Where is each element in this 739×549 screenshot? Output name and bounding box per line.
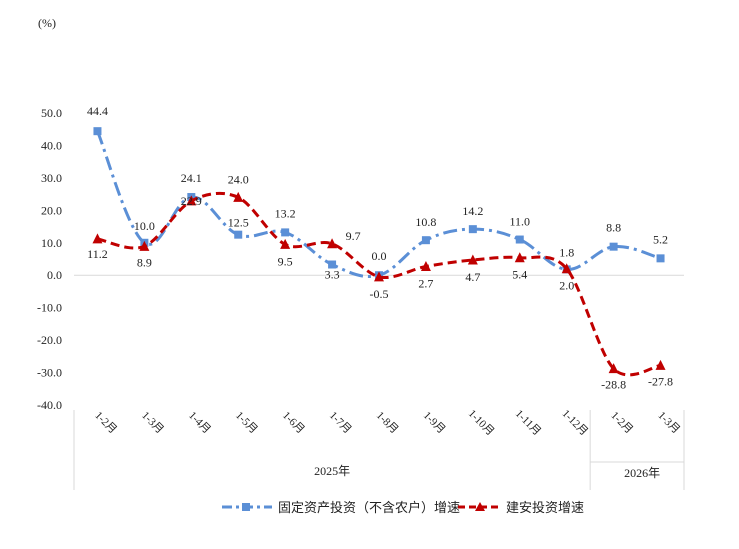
data-label: 4.7 (465, 270, 480, 284)
data-point-marker (420, 260, 431, 271)
data-point-marker (468, 225, 477, 234)
data-label: 10.0 (134, 219, 155, 233)
data-label: -0.5 (370, 287, 389, 301)
data-label: 1.8 (559, 245, 574, 259)
y-tick-label: 50.0 (41, 106, 62, 120)
year-group-label: 2026年 (624, 466, 660, 480)
data-label: 2.0 (559, 279, 574, 293)
legend-label: 建安投资增速 (506, 500, 584, 515)
legend-swatch-marker (475, 502, 485, 511)
data-point-marker (656, 254, 665, 263)
x-tick-label: 1-5月 (233, 410, 260, 437)
y-tick-label: -30.0 (37, 366, 62, 380)
data-label: 14.2 (462, 204, 483, 218)
x-tick-label: 1-8月 (374, 410, 401, 437)
data-label: 8.9 (137, 255, 152, 269)
data-point-marker (421, 236, 430, 245)
data-label: 9.5 (278, 254, 293, 268)
data-label: 11.0 (509, 215, 530, 229)
data-point-marker (327, 238, 338, 249)
y-tick-label: -10.0 (37, 301, 62, 315)
y-tick-label: 0.0 (47, 268, 62, 282)
data-label: 8.8 (606, 221, 621, 235)
year-group-label: 2025年 (314, 464, 350, 478)
x-tick-label: 1-2月 (92, 410, 119, 437)
data-label: 3.3 (325, 268, 340, 282)
data-point-marker (139, 240, 150, 251)
y-tick-label: 20.0 (41, 203, 62, 217)
data-point-marker (93, 127, 102, 136)
data-label: 0.0 (372, 249, 387, 263)
y-tick-label: -40.0 (37, 398, 62, 412)
x-tick-label: 1-9月 (421, 410, 448, 437)
data-label: 24.0 (228, 172, 249, 186)
data-label: -28.8 (601, 378, 626, 392)
data-point-marker (467, 254, 478, 265)
data-label: 12.5 (228, 216, 249, 230)
unit-label: (%) (38, 16, 56, 30)
data-label: 10.8 (415, 215, 436, 229)
data-label: 24.1 (181, 171, 202, 185)
data-label: 5.4 (512, 268, 527, 282)
data-point-marker (515, 235, 524, 244)
data-point-marker (608, 363, 619, 374)
data-label: 11.2 (87, 247, 108, 261)
data-label: -27.8 (648, 374, 673, 388)
series-line-2 (97, 191, 661, 377)
data-label: 2.7 (418, 276, 433, 290)
x-tick-label: 1-3月 (655, 410, 682, 437)
data-label: 22.9 (181, 194, 202, 208)
data-label: 44.4 (87, 104, 108, 118)
data-label: 5.2 (653, 232, 668, 246)
data-point-marker (514, 252, 525, 263)
x-tick-label: 1-6月 (280, 410, 307, 437)
data-point-marker (233, 191, 244, 202)
data-point-marker (609, 242, 618, 251)
data-point-marker (561, 263, 572, 274)
data-point-marker (655, 359, 666, 370)
y-tick-label: 30.0 (41, 171, 62, 185)
data-point-marker (92, 233, 103, 244)
y-tick-label: -20.0 (37, 333, 62, 347)
data-point-marker (281, 228, 290, 237)
data-point-marker (280, 238, 291, 249)
x-tick-label: 1-11月 (513, 408, 543, 438)
data-point-marker (328, 260, 337, 269)
legend-swatch-marker (242, 503, 250, 511)
data-point-marker (186, 195, 197, 206)
x-tick-label: 1-10月 (466, 408, 497, 439)
x-tick-label: 1-3月 (139, 410, 166, 437)
data-label: 13.2 (275, 206, 296, 220)
x-tick-label: 1-2月 (608, 410, 635, 437)
data-point-marker (234, 230, 243, 239)
data-label: 9.7 (346, 229, 361, 243)
y-tick-label: 10.0 (41, 236, 62, 250)
x-tick-label: 1-4月 (186, 410, 213, 437)
x-tick-label: 1-12月 (560, 408, 591, 439)
legend-label: 固定资产投资（不含农户）增速 (278, 500, 460, 515)
data-point-marker (374, 271, 384, 282)
x-tick-label: 1-7月 (327, 410, 354, 437)
y-tick-label: 40.0 (41, 138, 62, 152)
